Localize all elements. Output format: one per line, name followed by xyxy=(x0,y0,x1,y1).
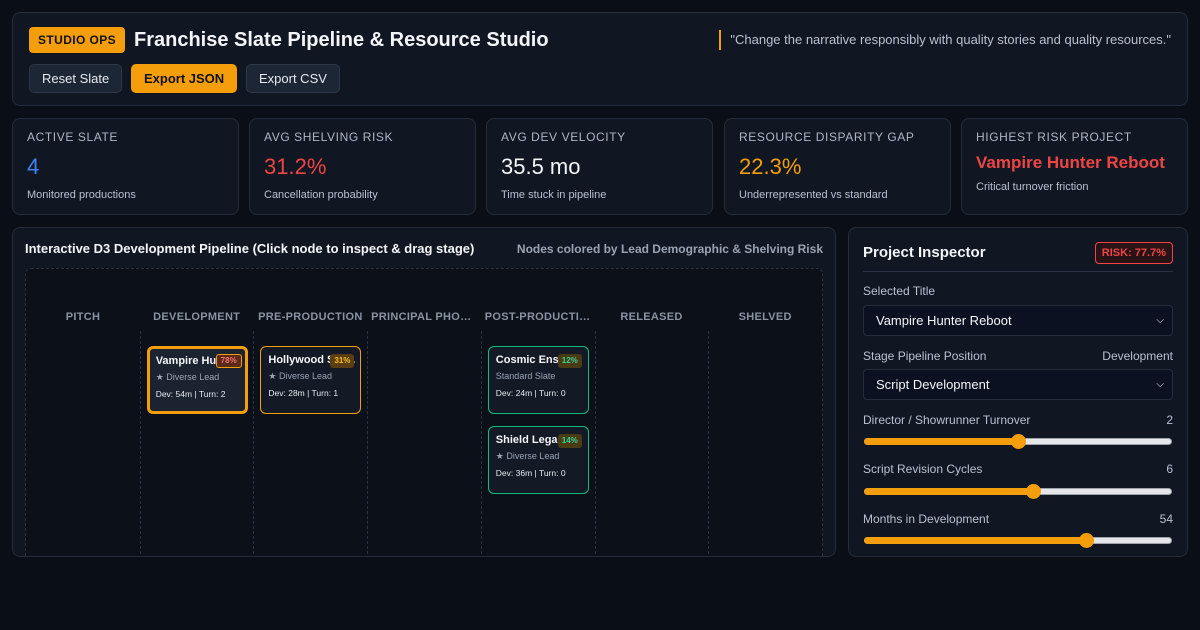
lane-divider xyxy=(480,331,482,556)
kpi-label: Avg Dev Velocity xyxy=(501,130,626,144)
inspector-title: Project Inspector xyxy=(863,244,986,261)
selected-title-value: Vampire Hunter Reboot xyxy=(876,313,1012,328)
stage-label: Principal Photography xyxy=(371,311,477,323)
pipeline-title: Interactive D3 Development Pipeline (Cli… xyxy=(25,241,475,256)
stage-select-value: Script Development xyxy=(876,377,990,392)
stage-position-value: Development xyxy=(1102,349,1173,363)
stage-lane[interactable]: Post-Production xyxy=(480,269,595,556)
node-lead-label: ★ Diverse Lead xyxy=(155,372,220,382)
stage-lane[interactable]: Released xyxy=(594,269,709,556)
risk-badge: RISK: 77.7% xyxy=(1094,242,1173,264)
stage-lane[interactable]: Shelved xyxy=(708,269,822,556)
stage-position-label: Stage Pipeline Position xyxy=(863,349,987,363)
kpi-active-slate: Active Slate 4 Monitored productions xyxy=(12,118,239,215)
node-meta: Dev: 54m | Turn: 2 xyxy=(155,389,226,399)
export-json-button[interactable]: Export JSON xyxy=(131,64,238,93)
node-meta: Dev: 28m | Turn: 1 xyxy=(268,388,339,398)
kpi-label: Active Slate xyxy=(27,130,119,144)
pipeline-node[interactable]: Vampire Hunter Reboot78%★ Diverse LeadDe… xyxy=(146,346,248,414)
stage-label: Pitch xyxy=(65,311,101,323)
kpi-value: 22.3% xyxy=(739,154,802,179)
selected-title-label: Selected Title xyxy=(863,284,936,298)
kpi-avg-dev-velocity: Avg Dev Velocity 35.5 mo Time stuck in p… xyxy=(486,118,713,215)
turnover-value: 2 xyxy=(1166,413,1173,427)
kpi-avg-shelving-risk: Avg Shelving Risk 31.2% Cancellation pro… xyxy=(249,118,476,215)
node-lead-label: ★ Diverse Lead xyxy=(495,451,560,461)
kpi-value: 4 xyxy=(27,154,40,179)
lane-divider xyxy=(594,331,596,556)
node-meta: Dev: 24m | Turn: 0 xyxy=(495,388,566,398)
lane-divider xyxy=(139,331,141,556)
node-lead-label: ★ Diverse Lead xyxy=(268,371,332,381)
kpi-resource-disparity-gap: Resource Disparity Gap 22.3% Underrepres… xyxy=(724,118,951,215)
kpi-subtext: Underrepresented vs standard xyxy=(739,189,888,201)
stage-lane[interactable]: Development xyxy=(139,269,254,556)
page-title: Franchise Slate Pipeline & Resource Stud… xyxy=(134,29,549,51)
slider-thumb[interactable] xyxy=(1078,533,1094,548)
reset-slate-button[interactable]: Reset Slate xyxy=(29,64,123,93)
app-header: STUDIO OPS Franchise Slate Pipeline & Re… xyxy=(12,12,1188,106)
slider-fill xyxy=(864,537,1086,544)
kpi-value: Vampire Hunter Reboot xyxy=(976,153,1165,172)
revision-cycles-slider[interactable] xyxy=(864,484,1172,499)
kpi-subtext: Cancellation probability xyxy=(264,189,378,201)
stage-label: Released xyxy=(620,311,683,323)
pipeline-panel: Interactive D3 Development Pipeline (Cli… xyxy=(12,227,836,557)
risk-pill: 78% xyxy=(215,354,242,368)
stage-lane[interactable]: Principal Photography xyxy=(367,269,481,556)
stage-lane[interactable]: Pitch xyxy=(26,269,140,556)
chevron-down-icon: ⌵ xyxy=(1156,379,1164,390)
risk-pill: 14% xyxy=(557,434,582,448)
selected-title-select[interactable]: Vampire Hunter Reboot ⌵ xyxy=(863,305,1173,336)
stage-label: Post-Production xyxy=(484,311,591,323)
export-csv-button[interactable]: Export CSV xyxy=(246,64,340,93)
lane-divider xyxy=(367,331,369,556)
kpi-label: Resource Disparity Gap xyxy=(739,130,915,144)
slider-fill xyxy=(864,438,1018,445)
kpi-label: Avg Shelving Risk xyxy=(264,130,394,144)
pipeline-node[interactable]: Cosmic Ensemble 12% Standard Slate Dev: 24m… xyxy=(487,346,589,414)
header-quote: "Change the narrative responsibly with q… xyxy=(719,30,1171,50)
studio-badge: STUDIO OPS xyxy=(29,27,126,53)
revision-cycles-value: 6 xyxy=(1166,462,1173,476)
kpi-highest-risk-project: Highest Risk Project Vampire Hunter Rebo… xyxy=(961,118,1188,215)
revision-cycles-label: Script Revision Cycles xyxy=(863,462,983,476)
risk-pill: 31% xyxy=(330,354,355,368)
kpi-label: Highest Risk Project xyxy=(976,130,1132,144)
slider-thumb[interactable] xyxy=(1011,434,1026,449)
stage-label: Shelved xyxy=(738,311,792,323)
project-inspector: Project Inspector RISK: 77.7% Selected T… xyxy=(848,227,1188,557)
stage-select[interactable]: Script Development ⌵ xyxy=(863,369,1173,400)
pipeline-node[interactable]: Hollywood Stunt Legacy31%★ Diverse LeadD… xyxy=(260,346,362,414)
slider-fill xyxy=(864,488,1034,495)
turnover-slider[interactable] xyxy=(864,434,1172,449)
turnover-label: Director / Showrunner Turnover xyxy=(863,413,1031,427)
node-meta: Dev: 36m | Turn: 0 xyxy=(495,468,566,478)
inspector-divider xyxy=(863,271,1173,272)
kpi-value: 35.5 mo xyxy=(501,154,581,179)
pipeline-canvas[interactable]: Pitch Development Pre-Production Principal … xyxy=(25,268,823,556)
months-dev-label: Months in Development xyxy=(863,512,990,526)
pipeline-hint: Nodes colored by Lead Demographic & Shel… xyxy=(516,242,823,256)
kpi-subtext: Monitored productions xyxy=(27,189,136,201)
months-dev-slider[interactable] xyxy=(864,533,1172,548)
kpi-value: 31.2% xyxy=(264,154,327,179)
stage-label: Development xyxy=(153,311,241,323)
months-dev-value: 54 xyxy=(1159,512,1173,526)
pipeline-node[interactable]: Shield Legacy 14% ★ Diverse Lead Dev: 36m |… xyxy=(487,426,589,494)
lane-divider xyxy=(708,331,710,556)
kpi-subtext: Critical turnover friction xyxy=(976,181,1089,193)
stage-label: Pre-Production xyxy=(258,311,363,323)
kpi-subtext: Time stuck in pipeline xyxy=(501,189,607,201)
stage-lane[interactable]: Pre-Production xyxy=(253,269,367,556)
slider-thumb[interactable] xyxy=(1026,484,1042,499)
node-lead-label: Standard Slate xyxy=(495,371,556,381)
chevron-down-icon: ⌵ xyxy=(1156,315,1164,326)
risk-pill: 12% xyxy=(557,354,582,368)
lane-divider xyxy=(253,331,255,556)
